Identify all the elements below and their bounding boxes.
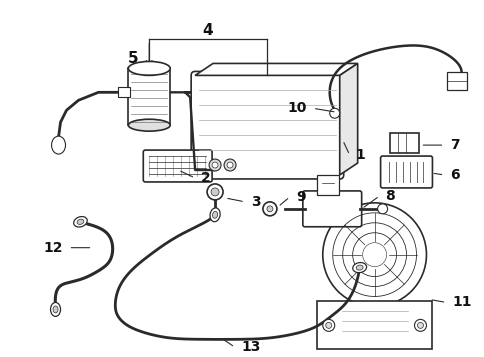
Ellipse shape [53, 306, 58, 313]
Text: 3: 3 [250, 195, 260, 209]
Circle shape [211, 188, 219, 196]
Text: 4: 4 [202, 23, 213, 38]
Ellipse shape [50, 302, 60, 316]
FancyBboxPatch shape [380, 156, 432, 188]
Text: 6: 6 [450, 168, 459, 182]
Circle shape [209, 159, 221, 171]
Circle shape [325, 322, 331, 328]
Circle shape [227, 162, 232, 168]
Ellipse shape [51, 136, 65, 154]
FancyBboxPatch shape [143, 150, 212, 182]
Text: 7: 7 [450, 138, 459, 152]
Circle shape [212, 162, 218, 168]
Ellipse shape [77, 219, 84, 225]
Circle shape [322, 320, 334, 331]
FancyBboxPatch shape [302, 191, 361, 227]
Text: 5: 5 [128, 51, 138, 66]
Text: 9: 9 [295, 190, 305, 204]
Ellipse shape [355, 265, 363, 270]
Text: 2: 2 [201, 171, 211, 185]
Text: 13: 13 [241, 340, 260, 354]
Text: 10: 10 [287, 101, 306, 115]
Ellipse shape [128, 61, 170, 75]
Ellipse shape [210, 208, 220, 222]
Text: 11: 11 [452, 296, 471, 310]
FancyBboxPatch shape [191, 71, 343, 179]
Bar [118, 87, 130, 97]
Circle shape [224, 159, 236, 171]
Bar [316, 175, 338, 195]
Circle shape [414, 320, 425, 331]
Circle shape [322, 203, 425, 306]
Circle shape [329, 108, 339, 118]
Ellipse shape [128, 119, 170, 131]
Ellipse shape [212, 211, 217, 218]
Polygon shape [195, 64, 357, 75]
Polygon shape [339, 64, 357, 175]
Bar [446, 72, 467, 90]
Text: 1: 1 [355, 148, 364, 162]
Circle shape [266, 206, 272, 212]
Bar [316, 301, 432, 349]
Circle shape [417, 322, 423, 328]
Bar [389, 133, 419, 153]
Text: 8: 8 [385, 189, 394, 203]
Ellipse shape [352, 262, 366, 273]
Circle shape [207, 184, 223, 200]
Text: 12: 12 [43, 241, 62, 255]
Ellipse shape [74, 217, 87, 227]
Circle shape [377, 204, 387, 214]
Bar [128, 69, 170, 125]
Circle shape [262, 202, 276, 216]
